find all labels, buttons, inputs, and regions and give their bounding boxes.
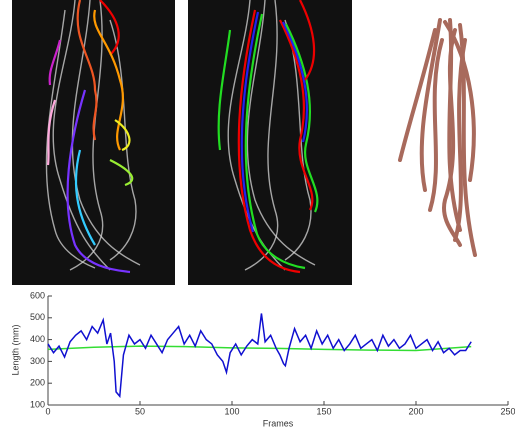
y-tick-label: 300 bbox=[30, 356, 45, 366]
y-tick-label: 500 bbox=[30, 312, 45, 322]
line-chart: Length (mm) Frames 100 200 300 400 500 600 0 50… bbox=[10, 290, 515, 428]
x-tick-label: 0 bbox=[45, 406, 50, 416]
x-axis-label: Frames bbox=[263, 418, 294, 428]
data-line bbox=[47, 345, 472, 352]
y-tick-label: 100 bbox=[30, 399, 45, 409]
y-tick-label: 600 bbox=[30, 290, 45, 300]
y-tick-label: 200 bbox=[30, 378, 45, 388]
photo-panel-left bbox=[12, 0, 175, 285]
x-tick-label: 150 bbox=[316, 406, 331, 416]
hair-rendering bbox=[398, 18, 477, 257]
y-tick-label: 400 bbox=[30, 334, 45, 344]
data-line bbox=[47, 313, 472, 399]
x-tick-label: 100 bbox=[224, 406, 239, 416]
y-axis-label: Length (mm) bbox=[10, 324, 20, 375]
x-tick-label: 250 bbox=[500, 406, 515, 416]
x-tick-label: 200 bbox=[408, 406, 423, 416]
photo-panel-middle bbox=[188, 0, 352, 285]
x-tick-label: 50 bbox=[135, 406, 145, 416]
